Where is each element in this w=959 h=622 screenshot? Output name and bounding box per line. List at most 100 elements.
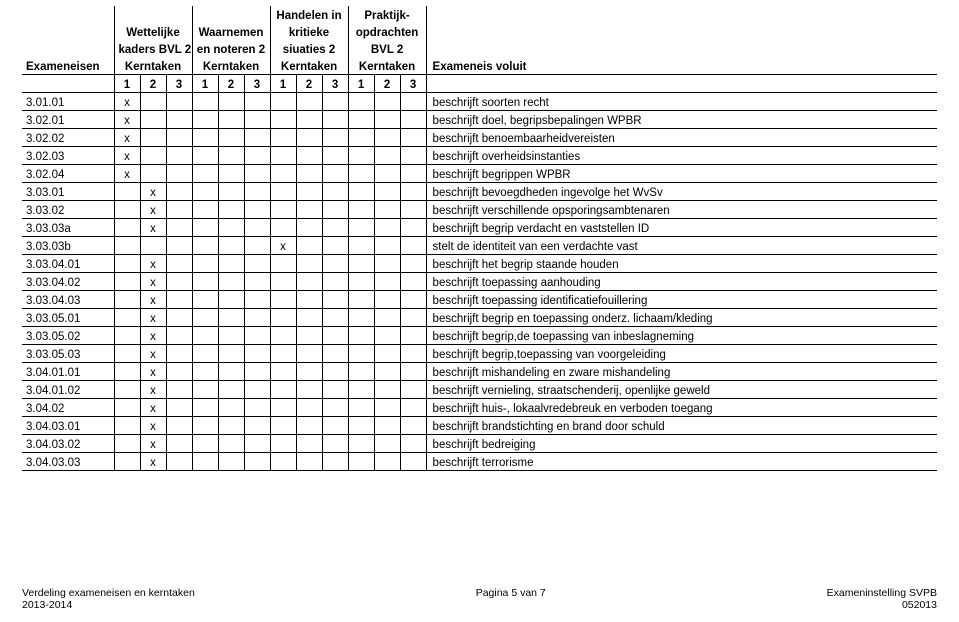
group-header: en noteren 2 [192, 40, 270, 57]
table-row: 3.03.04.02xbeschrijft toepassing aanhoud… [22, 273, 937, 291]
mark-cell [244, 345, 270, 363]
mark-cell [244, 363, 270, 381]
mark-cell [166, 165, 192, 183]
mark-cell [348, 363, 374, 381]
row-description: beschrijft begrip,de toepassing van inbe… [426, 327, 937, 345]
subcol: 1 [270, 75, 296, 93]
mark-cell [270, 381, 296, 399]
mark-cell [270, 255, 296, 273]
mark-cell [140, 129, 166, 147]
mark-cell [218, 111, 244, 129]
mark-cell [348, 381, 374, 399]
mark-cell [244, 147, 270, 165]
table-row: 3.03.03axbeschrijft begrip verdacht en v… [22, 219, 937, 237]
mark-cell [400, 345, 426, 363]
mark-cell [166, 201, 192, 219]
mark-cell [192, 381, 218, 399]
mark-cell [348, 237, 374, 255]
mark-cell [348, 327, 374, 345]
table-row: 3.02.04xbeschrijft begrippen WPBR [22, 165, 937, 183]
mark-cell [192, 219, 218, 237]
subcol: 1 [348, 75, 374, 93]
mark-cell [166, 237, 192, 255]
mark-cell [374, 219, 400, 237]
mark-cell [218, 183, 244, 201]
exam-table: Handelen in Praktijk- Wettelijke Waarnem… [22, 6, 937, 471]
mark-cell [218, 327, 244, 345]
mark-cell [192, 111, 218, 129]
mark-cell [218, 237, 244, 255]
mark-cell [140, 147, 166, 165]
page-footer: Verdeling exameneisen en kerntaken2013-2… [22, 587, 937, 612]
mark-cell [400, 399, 426, 417]
mark-cell [244, 291, 270, 309]
mark-cell [244, 165, 270, 183]
mark-cell [192, 165, 218, 183]
mark-cell [218, 129, 244, 147]
mark-cell [166, 327, 192, 345]
mark-cell [400, 111, 426, 129]
mark-cell [374, 399, 400, 417]
footer-center: Pagina 5 van 7 [476, 587, 546, 612]
footer-left: Verdeling exameneisen en kerntaken2013-2… [22, 587, 195, 612]
row-code: 3.04.02 [22, 399, 114, 417]
table-row: 3.04.01.02xbeschrijft vernieling, straat… [22, 381, 937, 399]
mark-cell: x [114, 93, 140, 111]
mark-cell [296, 237, 322, 255]
mark-cell [140, 111, 166, 129]
mark-cell [322, 111, 348, 129]
mark-cell [374, 165, 400, 183]
mark-cell [296, 381, 322, 399]
mark-cell [374, 381, 400, 399]
mark-cell [322, 345, 348, 363]
mark-cell: x [140, 255, 166, 273]
mark-cell [400, 453, 426, 471]
mark-cell [166, 399, 192, 417]
mark-cell [400, 417, 426, 435]
mark-cell [400, 291, 426, 309]
table-row: 3.01.01xbeschrijft soorten recht [22, 93, 937, 111]
mark-cell [166, 453, 192, 471]
mark-cell [166, 273, 192, 291]
mark-cell [218, 147, 244, 165]
mark-cell [114, 291, 140, 309]
mark-cell [192, 255, 218, 273]
mark-cell [218, 345, 244, 363]
mark-cell [374, 291, 400, 309]
mark-cell [296, 273, 322, 291]
mark-cell: x [114, 147, 140, 165]
row-code: 3.04.03.02 [22, 435, 114, 453]
mark-cell [244, 219, 270, 237]
mark-cell [296, 183, 322, 201]
mark-cell [348, 183, 374, 201]
group-header: Wettelijke [114, 23, 192, 40]
page: Handelen in Praktijk- Wettelijke Waarnem… [0, 0, 959, 622]
row-code: 3.04.01.02 [22, 381, 114, 399]
mark-cell [192, 93, 218, 111]
mark-cell [114, 201, 140, 219]
mark-cell [166, 435, 192, 453]
row-code: 3.02.02 [22, 129, 114, 147]
mark-cell [192, 327, 218, 345]
mark-cell [400, 363, 426, 381]
mark-cell [374, 417, 400, 435]
row-description: beschrijft begrip,toepassing van voorgel… [426, 345, 937, 363]
mark-cell [374, 183, 400, 201]
mark-cell [270, 111, 296, 129]
mark-cell: x [140, 327, 166, 345]
mark-cell [322, 129, 348, 147]
mark-cell: x [140, 273, 166, 291]
mark-cell: x [140, 183, 166, 201]
mark-cell [348, 273, 374, 291]
mark-cell [244, 381, 270, 399]
mark-cell [296, 93, 322, 111]
mark-cell [374, 93, 400, 111]
mark-cell [218, 417, 244, 435]
mark-cell [348, 309, 374, 327]
mark-cell [270, 93, 296, 111]
table-row: 3.03.05.03xbeschrijft begrip,toepassing … [22, 345, 937, 363]
mark-cell [218, 165, 244, 183]
table-row: 3.02.02xbeschrijft benoembaarheidvereist… [22, 129, 937, 147]
mark-cell [244, 453, 270, 471]
mark-cell [270, 219, 296, 237]
